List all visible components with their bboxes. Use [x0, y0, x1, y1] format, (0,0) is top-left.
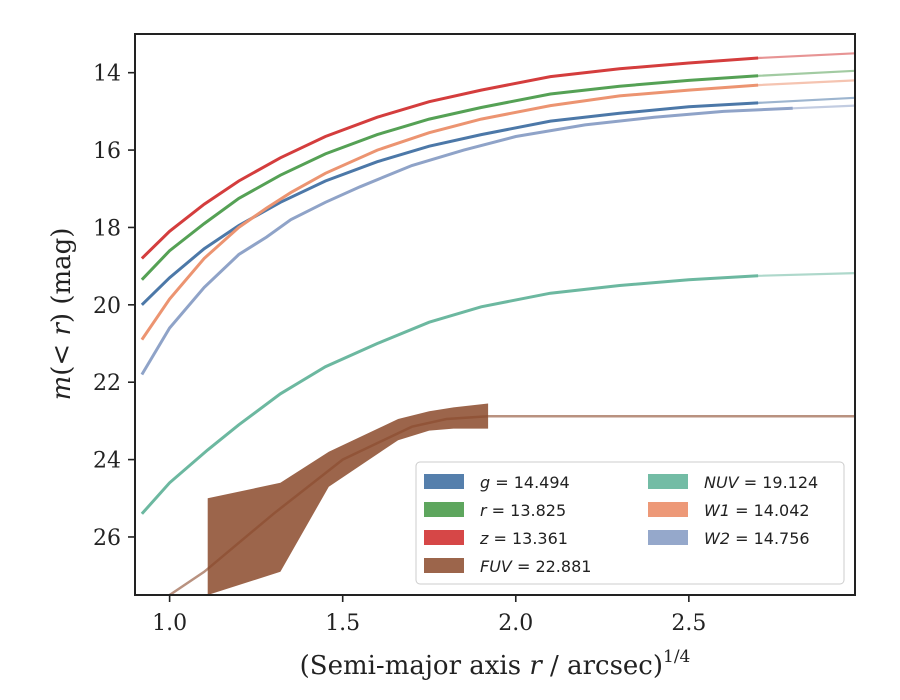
legend-label: z = 13.361	[479, 529, 568, 548]
y-tick-label: 18	[93, 216, 121, 241]
legend-item-w1: W1 = 14.042	[648, 501, 810, 520]
x-axis-label: (Semi-major axis r / arcsec)1/4	[300, 647, 691, 681]
legend-item-r: r = 13.825	[424, 501, 566, 520]
series-r	[140, 69, 855, 281]
series-g	[140, 96, 855, 306]
series-fuv-line	[168, 415, 855, 595]
series-w1-extension	[140, 79, 855, 341]
y-tick-label: 26	[93, 526, 121, 551]
series-g-extension	[141, 96, 855, 306]
axes-frame	[134, 33, 856, 596]
legend-label: W2 = 14.756	[704, 529, 810, 548]
legend-box	[415, 461, 845, 585]
y-tick-label: 14	[93, 62, 121, 87]
series-w1	[140, 79, 855, 341]
legend-item-w2: W2 = 14.756	[648, 529, 810, 548]
series-fuv-band	[207, 403, 489, 595]
legend-label: r = 13.825	[480, 501, 566, 520]
x-axis: 1.0 1.5 2.0 2.5	[152, 595, 706, 636]
legend-item-z: z = 13.361	[424, 529, 568, 548]
legend-label: FUV = 22.881	[480, 557, 591, 576]
legend-item-fuv: FUV = 22.881	[424, 557, 591, 576]
series-nuv	[140, 272, 855, 515]
y-tick-label: 16	[93, 139, 121, 164]
series-w2	[140, 104, 855, 376]
series-z-line	[140, 56, 759, 260]
series-nuv-line	[140, 274, 759, 515]
y-tick-label: 24	[93, 449, 121, 474]
x-tick-label: 1.5	[325, 611, 360, 636]
series-z	[140, 52, 855, 260]
legend-swatch	[648, 474, 688, 489]
y-tick-label: 20	[93, 294, 121, 319]
series-r-line	[140, 74, 759, 281]
legend-item-nuv: NUV = 19.124	[648, 473, 818, 492]
legend-swatch	[648, 502, 688, 517]
x-tick-label: 2.0	[498, 611, 533, 636]
series-w1-line	[140, 83, 759, 341]
legend-swatch	[648, 530, 688, 545]
legend-swatch	[424, 530, 464, 545]
y-axis: 14 16 18 20 22 24 26	[93, 62, 135, 551]
series-g-line	[140, 101, 759, 306]
legend: g = 14.494 r = 13.825 z = 13.361 FUV = 22.8…	[415, 461, 845, 585]
y-axis-label: m(< r) (mag)	[47, 228, 77, 401]
legend-label: NUV = 19.124	[704, 473, 818, 492]
legend-item-g: g = 14.494	[424, 473, 570, 492]
series-w2-line	[140, 106, 793, 376]
series-z-extension	[141, 52, 855, 260]
legend-label: g = 14.494	[480, 473, 570, 492]
y-tick-label: 22	[93, 371, 121, 396]
x-tick-label: 2.5	[671, 611, 706, 636]
x-tick-label: 1.0	[152, 611, 187, 636]
legend-label: W1 = 14.042	[704, 501, 810, 520]
legend-swatch	[424, 502, 464, 517]
legend-swatch	[424, 474, 464, 489]
series-w2-extension	[140, 104, 855, 376]
series-fuv	[168, 403, 855, 595]
plot-area	[140, 52, 855, 595]
legend-swatch	[424, 558, 464, 573]
